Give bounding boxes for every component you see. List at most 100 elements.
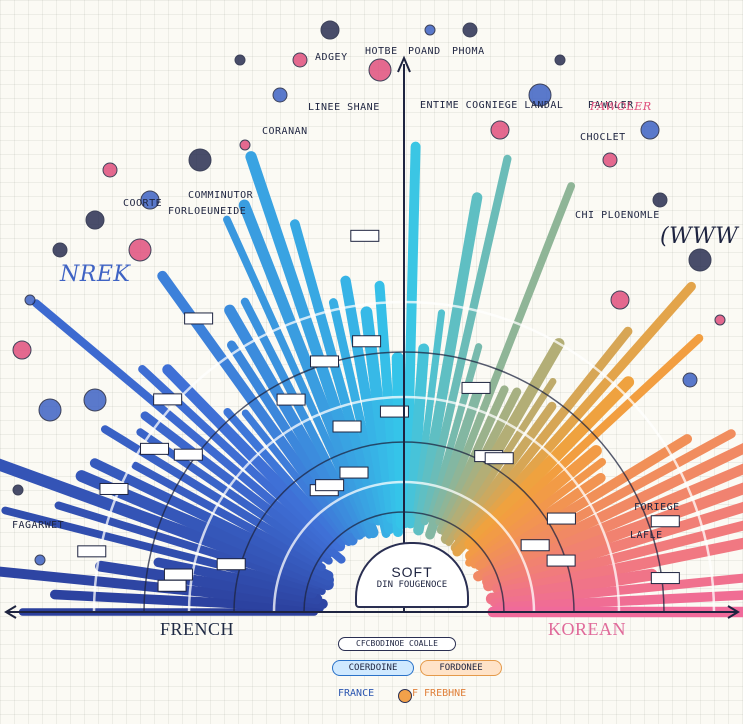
korean-side-label: KOREAN <box>548 619 626 639</box>
doodle-dot-icon <box>38 398 62 422</box>
diagram-label: LINEE SHANE <box>308 102 380 113</box>
fan-box <box>352 335 382 348</box>
fan-ray <box>224 304 365 540</box>
doodle-dot-icon <box>12 340 32 360</box>
fan-ray <box>223 215 373 539</box>
fan-box <box>484 452 514 465</box>
fan-ray <box>0 566 328 609</box>
fan-ray <box>490 573 743 608</box>
fan-ray <box>412 309 446 519</box>
script-label: NREK <box>60 262 131 287</box>
fan-ray <box>426 343 483 523</box>
fan-ray <box>241 409 353 547</box>
doodle-dot-icon <box>239 139 251 151</box>
fan-ray <box>465 458 607 567</box>
doodle-dot-icon <box>24 294 36 306</box>
doodle-dot-icon <box>602 152 618 168</box>
doodle-dot-icon <box>320 20 340 40</box>
fan-ray <box>496 537 743 598</box>
fan-ray <box>464 376 635 550</box>
korean-pill: FORDONEE <box>420 660 502 676</box>
fan-ray <box>465 445 602 562</box>
fan-ray <box>491 520 743 594</box>
fan-box <box>77 545 107 558</box>
fan-box <box>157 579 187 592</box>
diagram-label: HOTBE <box>365 46 398 57</box>
baseline-arrow-left <box>4 605 17 619</box>
doodle-dot-icon <box>102 162 118 178</box>
fan-box <box>379 405 409 418</box>
fan-box <box>339 466 369 479</box>
fan-box <box>546 512 576 525</box>
diagram-label: CORANAN <box>262 126 308 137</box>
fan-ray <box>405 343 430 529</box>
diagram-label: POAND <box>408 46 441 57</box>
fan-ray <box>328 298 391 538</box>
doodle-dot-icon <box>140 190 160 210</box>
diagram-label: COORTE <box>123 198 163 209</box>
diagram-label: LAFLE <box>630 530 663 541</box>
fan-box <box>99 482 129 495</box>
fan-box <box>216 558 246 571</box>
center-subtitle: DIN FOUGENOCE <box>376 580 448 590</box>
fan-box <box>163 568 193 581</box>
doodle-dot-icon <box>688 248 712 272</box>
doodle-dot-icon <box>292 52 308 68</box>
french-side-label: FRENCH <box>160 619 235 639</box>
center-axis-arrowhead <box>397 55 411 73</box>
fan-box <box>276 393 306 406</box>
fan-ray <box>227 340 355 534</box>
fan-ray <box>1 506 326 595</box>
fan-box <box>650 572 680 585</box>
fan-box <box>315 479 345 492</box>
fan-ray <box>95 560 323 605</box>
doodle-dot-icon <box>424 24 436 36</box>
doodle-dot-icon <box>83 388 107 412</box>
baseline-arrow-right <box>727 605 740 619</box>
fan-rays <box>0 141 743 618</box>
fan-ray <box>468 334 704 553</box>
footer-right-label: F FREBHNE <box>412 688 467 699</box>
diagram-label: FORLOEUNEIDE <box>168 206 247 217</box>
fan-ray <box>453 401 557 542</box>
fan-ray <box>425 383 484 540</box>
fan-box <box>546 554 576 567</box>
fan-ray <box>391 351 408 530</box>
fan-box <box>461 381 491 394</box>
top-pill: CFCBODINOE COALLE <box>338 637 456 651</box>
fan-ray <box>440 338 565 545</box>
fan-box <box>153 393 183 406</box>
fan-ray <box>0 458 334 591</box>
fan-ray <box>54 501 321 590</box>
center-title: SOFT <box>391 564 433 580</box>
doodle-dot-icon <box>128 238 152 262</box>
fan-boxes <box>77 229 680 592</box>
fan-ray <box>494 590 743 613</box>
fan-ray <box>340 275 395 535</box>
doodle-dot-icon <box>640 120 660 140</box>
diagram-label: ENTIME COGNIEGE LANDAL <box>420 100 564 111</box>
fan-box <box>184 312 214 325</box>
diagram-label: CHOCLET <box>580 132 626 143</box>
doodle-icons <box>12 20 726 566</box>
doodle-dot-icon <box>462 22 478 38</box>
fan-ray <box>452 281 696 557</box>
fan-ray <box>413 192 483 536</box>
doodle-dot-icon <box>12 484 24 496</box>
fan-ray <box>245 151 379 524</box>
doodle-dot-icon <box>714 314 726 326</box>
fan-ray <box>481 463 743 583</box>
doodle-dot-icon <box>610 290 630 310</box>
script-label: FAWOLER <box>590 100 652 113</box>
fan-ray <box>32 299 346 564</box>
fan-ray <box>483 501 743 592</box>
fan-ray <box>436 385 509 535</box>
doodle-dot-icon <box>188 148 212 172</box>
doodle-dot-icon <box>652 192 668 208</box>
fan-box <box>350 229 380 242</box>
doodle-dot-icon <box>34 554 46 566</box>
doodle-dot-icon <box>528 83 552 107</box>
diagram-label: PHOMA <box>452 46 485 57</box>
doodle-dot-icon <box>490 120 510 140</box>
fan-ray <box>470 472 606 569</box>
